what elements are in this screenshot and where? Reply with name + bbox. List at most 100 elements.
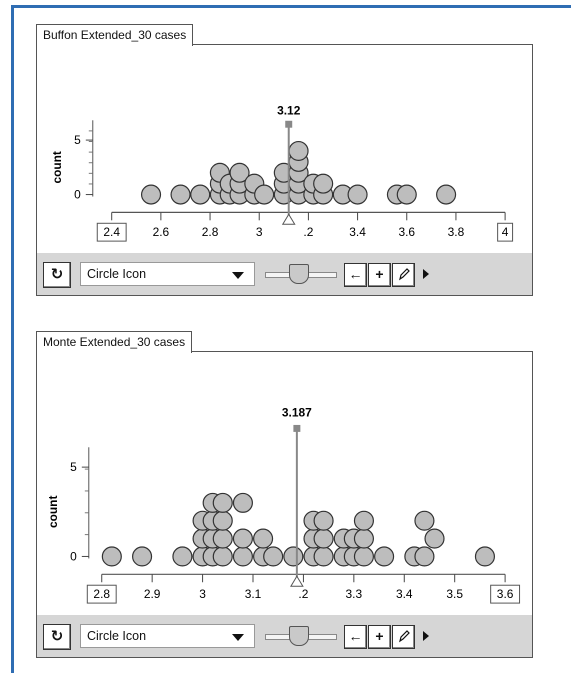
graph-toolbar: ↻ Circle Icon ← + <box>36 253 533 296</box>
data-point <box>254 184 275 205</box>
data-point <box>229 162 250 183</box>
y-tick-label: 0 <box>74 188 81 202</box>
data-point <box>436 184 457 205</box>
icon-style-select-value: Circle Icon <box>87 267 147 281</box>
x-tick-label: 3.3 <box>346 587 363 601</box>
data-point <box>101 546 122 567</box>
icon-style-select[interactable]: Circle Icon <box>80 262 255 286</box>
rotate-arrows-icon[interactable]: ↻ <box>43 262 71 288</box>
x-tick-label: 3.4 <box>396 587 413 601</box>
x-tick-label: 3 <box>199 587 206 601</box>
x-tick-label: 2.4 <box>103 225 120 239</box>
crosshair-button[interactable]: + <box>368 263 391 287</box>
data-point <box>212 492 233 513</box>
y-tick-label: 5 <box>74 133 81 147</box>
mean-marker-handle <box>293 424 301 432</box>
data-point <box>232 546 253 567</box>
data-point <box>396 184 417 205</box>
data-point <box>232 528 253 549</box>
data-point <box>132 546 153 567</box>
x-tick-label: 4 <box>502 225 509 239</box>
x-edge-box <box>497 222 514 242</box>
slider-thumb[interactable] <box>289 264 309 284</box>
more-arrow-icon[interactable] <box>423 631 429 641</box>
y-tick-label: 5 <box>70 460 77 474</box>
x-edge-box <box>86 584 117 604</box>
data-point <box>414 546 435 567</box>
mean-marker-handle <box>285 120 293 128</box>
chevron-down-icon <box>232 272 244 279</box>
icon-size-slider[interactable] <box>265 624 337 648</box>
pencil-icon[interactable] <box>392 625 415 649</box>
x-tick-label: 3.6 <box>497 587 514 601</box>
data-point <box>212 510 233 531</box>
data-point <box>288 140 309 161</box>
y-axis-label: count <box>50 151 64 183</box>
data-point <box>313 173 334 194</box>
icon-style-select[interactable]: Circle Icon <box>80 624 255 648</box>
mean-marker-label: 3.187 <box>282 406 312 420</box>
y-axis-label: count <box>46 496 60 528</box>
rotate-arrows-icon[interactable]: ↻ <box>43 624 71 650</box>
mean-marker-triangle <box>281 213 296 225</box>
x-tick-label: 2.8 <box>202 225 219 239</box>
data-point <box>170 184 191 205</box>
data-point <box>353 510 374 531</box>
data-point <box>474 546 495 567</box>
x-tick-label: 2.9 <box>144 587 161 601</box>
icon-style-select-value: Circle Icon <box>87 629 147 643</box>
data-point <box>253 528 274 549</box>
graph-title-tab[interactable]: Monte Extended_30 cases <box>36 331 193 353</box>
data-point <box>263 546 284 567</box>
mean-marker-triangle <box>290 575 304 587</box>
icon-size-slider[interactable] <box>265 262 337 286</box>
x-tick-label: 3 <box>256 225 263 239</box>
data-point <box>313 528 334 549</box>
data-point <box>353 546 374 567</box>
x-tick-label: 3.5 <box>446 587 463 601</box>
mean-marker-label: 3.12 <box>277 103 301 117</box>
x-tick-label: 2.8 <box>93 587 110 601</box>
data-point <box>374 546 395 567</box>
x-tick-label: 3.1 <box>245 587 262 601</box>
data-point <box>190 184 211 205</box>
buffon-graph-window: Buffon Extended_30 cases 0 5 count 2.4 2.6 2.… <box>36 24 533 296</box>
data-point <box>424 528 445 549</box>
x-tick-label: .2 <box>303 225 313 239</box>
crosshair-button[interactable]: + <box>368 625 391 649</box>
data-point <box>313 546 334 567</box>
data-point <box>283 546 304 567</box>
chevron-down-icon <box>232 634 244 641</box>
y-tick-label: 0 <box>70 549 77 563</box>
x-tick-label: 3.6 <box>398 225 415 239</box>
data-point <box>414 510 435 531</box>
data-point <box>172 546 193 567</box>
data-point <box>353 528 374 549</box>
monte-graph-window: Monte Extended_30 cases 0 5 count 2.8 2.9 3 3.… <box>36 331 533 658</box>
x-tick-label: 3.8 <box>448 225 465 239</box>
data-point <box>140 184 162 205</box>
data-point <box>232 492 253 513</box>
data-point <box>212 528 233 549</box>
graph-toolbar: ↻ Circle Icon ← + <box>36 615 533 658</box>
left-arrow-button[interactable]: ← <box>344 625 367 649</box>
more-arrow-icon[interactable] <box>423 269 429 279</box>
graph-title-tab[interactable]: Buffon Extended_30 cases <box>36 24 194 46</box>
data-point <box>212 546 233 567</box>
frame-top-border <box>11 5 571 8</box>
frame-left-border <box>11 5 14 673</box>
data-point <box>347 184 368 205</box>
x-tick-label: 2.6 <box>153 225 170 239</box>
left-arrow-button[interactable]: ← <box>344 263 367 287</box>
pencil-icon[interactable] <box>392 263 415 287</box>
data-point <box>313 510 334 531</box>
x-tick-label: .2 <box>298 587 308 601</box>
x-edge-box <box>96 222 127 242</box>
x-edge-box <box>490 584 521 604</box>
x-tick-label: 3.4 <box>349 225 366 239</box>
slider-thumb[interactable] <box>289 626 309 646</box>
